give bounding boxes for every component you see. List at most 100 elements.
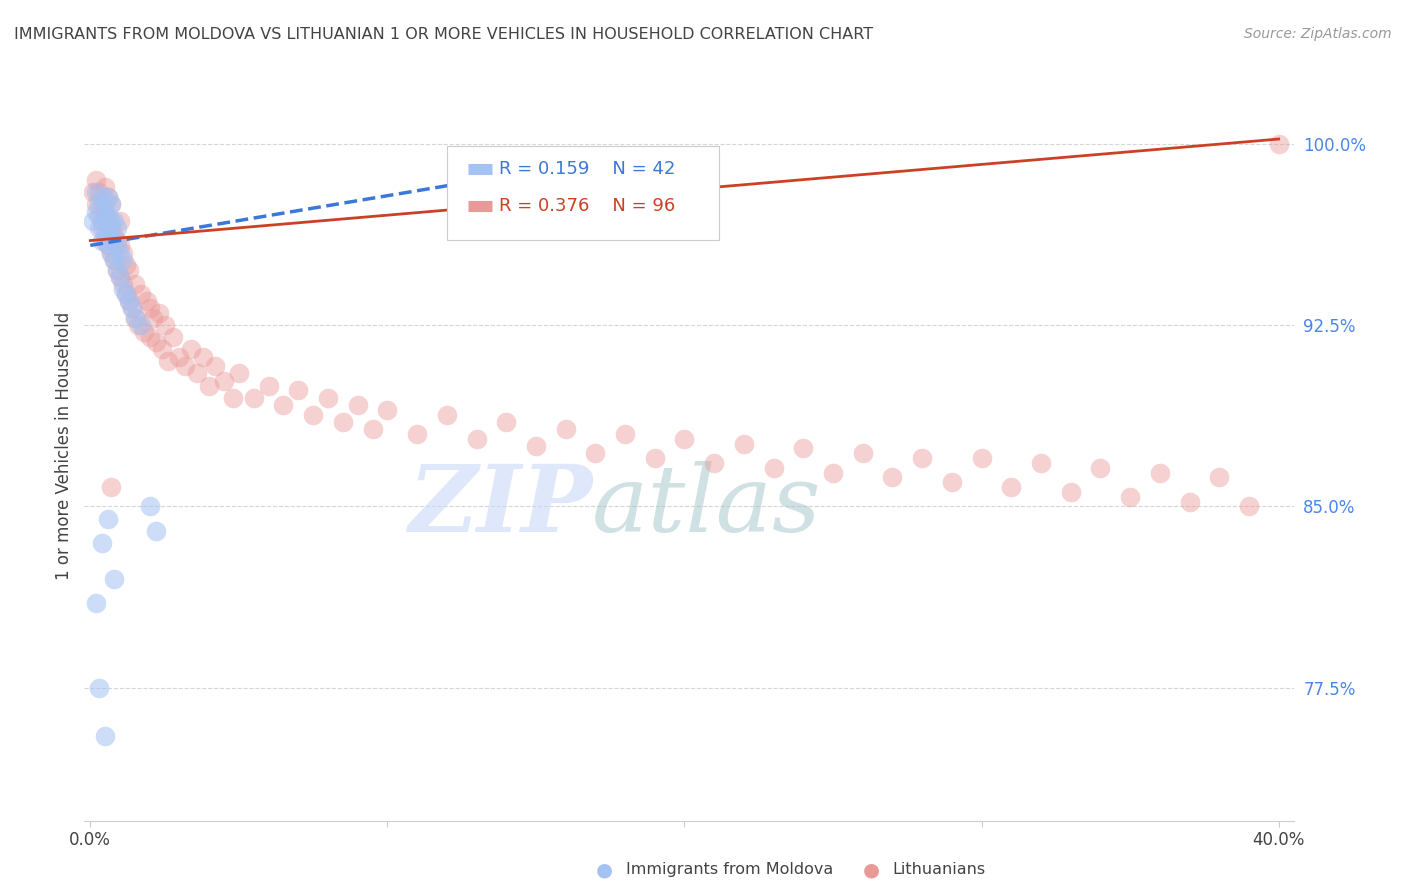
Point <box>135 293 157 308</box>
Point <box>97 221 120 235</box>
Point <box>1090 460 1112 475</box>
Point <box>82 214 104 228</box>
Point <box>105 262 128 277</box>
Point <box>129 318 152 333</box>
Point <box>103 572 125 586</box>
Point <box>198 378 221 392</box>
Point <box>1178 494 1201 508</box>
Point <box>103 252 125 267</box>
Point <box>97 214 120 228</box>
Text: IMMIGRANTS FROM MOLDOVA VS LITHUANIAN 1 OR MORE VEHICLES IN HOUSEHOLD CORRELATIO: IMMIGRANTS FROM MOLDOVA VS LITHUANIAN 1 … <box>14 27 873 42</box>
Point <box>138 301 160 316</box>
Point <box>273 398 295 412</box>
Text: ●: ● <box>596 860 613 880</box>
Point <box>1119 490 1142 504</box>
Point <box>138 500 160 514</box>
Point <box>436 408 458 422</box>
Point <box>673 432 696 446</box>
Point <box>1029 456 1052 470</box>
Text: ●: ● <box>863 860 880 880</box>
Point <box>100 228 122 243</box>
Point <box>1000 480 1022 494</box>
Point <box>970 451 993 466</box>
Point <box>911 451 934 466</box>
Point <box>287 384 309 398</box>
Point <box>115 258 138 272</box>
Point <box>162 330 184 344</box>
Point <box>156 354 179 368</box>
Point <box>228 367 250 381</box>
Point <box>97 190 120 204</box>
Point <box>1149 466 1171 480</box>
Point <box>186 367 208 381</box>
Point <box>124 310 146 325</box>
Point <box>91 214 114 228</box>
Point <box>124 310 146 325</box>
Point <box>108 269 131 284</box>
Point <box>89 197 111 211</box>
Point <box>406 426 429 441</box>
Point <box>103 214 125 228</box>
Point <box>148 306 170 320</box>
Point <box>103 234 125 248</box>
Point <box>108 245 131 260</box>
Point <box>89 221 111 235</box>
Text: ZIP: ZIP <box>408 461 592 551</box>
Point <box>153 318 176 333</box>
Point <box>193 350 215 364</box>
Point <box>115 286 138 301</box>
Point <box>82 185 104 199</box>
Point <box>145 334 167 349</box>
Point <box>94 228 117 243</box>
Y-axis label: 1 or more Vehicles in Household: 1 or more Vehicles in Household <box>55 312 73 580</box>
Point <box>129 286 152 301</box>
Point <box>100 245 122 260</box>
Point <box>941 475 963 490</box>
Point <box>465 432 488 446</box>
Point <box>118 293 141 308</box>
FancyBboxPatch shape <box>447 146 720 240</box>
Point <box>614 426 637 441</box>
Point <box>103 228 125 243</box>
Point <box>94 729 117 743</box>
Point <box>105 262 128 277</box>
Point <box>242 391 264 405</box>
Text: R = 0.376    N = 96: R = 0.376 N = 96 <box>499 197 675 215</box>
Point <box>302 408 325 422</box>
Point <box>111 252 134 267</box>
Point <box>108 238 131 252</box>
Point <box>111 245 134 260</box>
Point <box>145 524 167 538</box>
Point <box>554 422 576 436</box>
Point <box>115 286 138 301</box>
Point <box>127 318 149 333</box>
Point <box>142 310 165 325</box>
Point <box>792 442 814 456</box>
Point <box>1237 500 1260 514</box>
Point <box>108 269 131 284</box>
Point <box>100 214 122 228</box>
Point <box>644 451 666 466</box>
Point <box>821 466 844 480</box>
Point <box>132 326 155 340</box>
Point <box>84 197 107 211</box>
Point <box>89 681 111 695</box>
Point <box>332 415 354 429</box>
Point <box>111 277 134 291</box>
Point <box>316 391 339 405</box>
Point <box>94 180 117 194</box>
Point <box>100 221 122 235</box>
Point <box>84 185 107 199</box>
Point <box>180 343 202 357</box>
Point <box>100 197 122 211</box>
Point <box>91 234 114 248</box>
Point <box>150 343 173 357</box>
Point <box>169 350 191 364</box>
Point <box>89 210 111 224</box>
Point <box>97 238 120 252</box>
Point <box>91 535 114 549</box>
Point <box>1267 136 1289 151</box>
Text: Source: ZipAtlas.com: Source: ZipAtlas.com <box>1244 27 1392 41</box>
Point <box>138 330 160 344</box>
Point <box>97 190 120 204</box>
